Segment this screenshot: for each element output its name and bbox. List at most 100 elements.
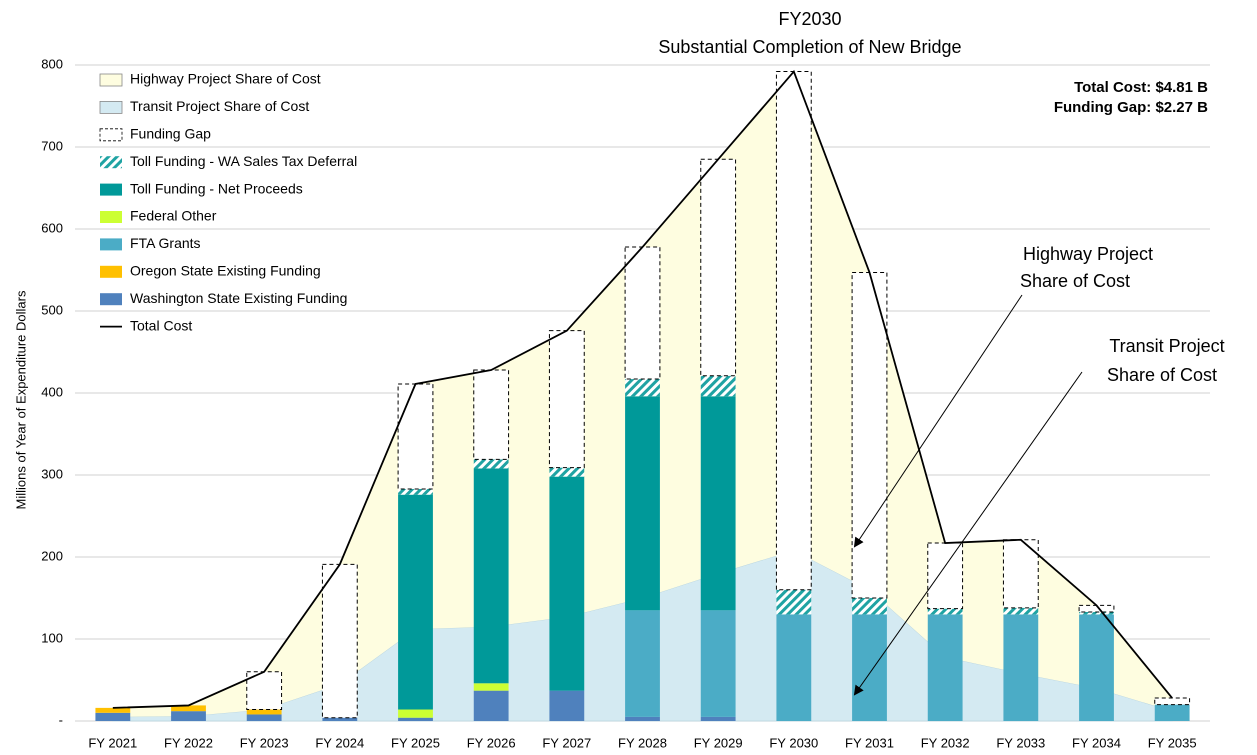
annotation: Share of Cost <box>1020 271 1130 291</box>
x-tick-label: FY 2024 <box>315 735 364 750</box>
y-tick-label: 200 <box>41 548 63 563</box>
annotation: Transit Project <box>1109 336 1224 356</box>
legend-swatch <box>100 293 122 306</box>
bar <box>851 271 888 599</box>
bar <box>549 467 585 477</box>
legend-label: Highway Project Share of Cost <box>130 71 321 87</box>
y-tick-label: 400 <box>41 384 63 399</box>
legend-label: Funding Gap <box>130 126 211 142</box>
bar <box>700 375 736 397</box>
bar <box>700 396 736 611</box>
y-tick-label: - <box>59 712 63 727</box>
legend-swatch <box>100 183 122 196</box>
bar <box>927 608 963 615</box>
x-tick-label: FY 2022 <box>164 735 213 750</box>
bar <box>171 711 206 721</box>
bar <box>625 716 660 721</box>
bar <box>246 709 282 715</box>
x-tick-label: FY 2032 <box>921 735 970 750</box>
y-tick-label: 600 <box>41 220 63 235</box>
bar <box>700 158 737 377</box>
title: FY2030 <box>778 9 841 29</box>
legend-swatch <box>100 265 122 278</box>
total-cost: Total Cost: $4.81 B <box>1074 79 1208 96</box>
bar <box>473 468 509 684</box>
x-tick-label: FY 2035 <box>1148 735 1197 750</box>
bar <box>322 717 358 721</box>
bar <box>927 542 964 610</box>
bar <box>473 683 509 691</box>
legend-label: Federal Other <box>130 208 217 224</box>
legend-swatch <box>99 128 123 142</box>
bar <box>398 709 433 718</box>
bar <box>776 589 812 615</box>
bar <box>473 369 510 460</box>
bar <box>625 379 660 397</box>
legend-swatch <box>100 238 122 251</box>
x-tick-label: FY 2031 <box>845 735 894 750</box>
arrow <box>853 371 1083 696</box>
bar <box>852 614 887 721</box>
x-tick-label: FY 2025 <box>391 735 440 750</box>
bar <box>1003 607 1039 615</box>
bar <box>398 494 433 710</box>
y-tick-label: 300 <box>41 466 63 481</box>
bar <box>548 330 585 469</box>
bar <box>852 598 887 615</box>
title: Substantial Completion of New Bridge <box>658 37 961 57</box>
annotation: Share of Cost <box>1107 365 1217 385</box>
bar <box>1154 704 1190 721</box>
legend-swatch <box>100 156 122 169</box>
bar <box>1154 697 1191 706</box>
x-tick-label: FY 2021 <box>88 735 137 750</box>
y-tick-label: 500 <box>41 302 63 317</box>
arrow <box>853 294 1023 548</box>
legend-label: Toll Funding - WA Sales Tax Deferral <box>130 153 357 169</box>
annotation: Highway Project <box>1023 244 1153 264</box>
bar <box>171 705 206 712</box>
bar <box>549 690 585 721</box>
legend-swatch <box>100 211 122 223</box>
line <box>112 69 1173 709</box>
legend-label: Washington State Existing Funding <box>130 290 347 306</box>
bar <box>549 476 585 691</box>
x-tick-label: FY 2023 <box>240 735 289 750</box>
bar <box>246 714 282 721</box>
x-tick-label: FY 2033 <box>996 735 1045 750</box>
y-tick-label: 100 <box>41 630 63 645</box>
bar <box>625 396 660 611</box>
bar <box>398 717 433 721</box>
x-tick-label: FY 2030 <box>769 735 818 750</box>
funding-gap: Funding Gap: $2.27 B <box>1054 99 1208 116</box>
bar <box>1079 614 1114 721</box>
legend-label: Oregon State Existing Funding <box>130 263 321 279</box>
bar <box>95 712 131 721</box>
legend-label: Toll Funding - Net Proceeds <box>130 180 303 196</box>
bar <box>625 610 660 717</box>
bar <box>775 71 812 591</box>
x-tick-label: FY 2029 <box>694 735 743 750</box>
legend-label: Total Cost <box>130 317 192 333</box>
x-tick-label: FY 2034 <box>1072 735 1121 750</box>
bar <box>321 563 358 719</box>
bar <box>776 614 812 721</box>
legend-swatch <box>99 73 123 87</box>
bar <box>700 610 736 717</box>
legend-label: FTA Grants <box>130 235 201 251</box>
y-tick-label: 700 <box>41 138 63 153</box>
bar <box>398 488 433 495</box>
bar <box>700 716 736 721</box>
y-tick-label: 800 <box>41 56 63 71</box>
bar <box>473 690 509 721</box>
legend-label: Transit Project Share of Cost <box>130 98 309 114</box>
bar <box>624 246 661 380</box>
x-tick-label: FY 2027 <box>542 735 591 750</box>
bar <box>1003 614 1039 721</box>
x-tick-label: FY 2026 <box>467 735 516 750</box>
legend-swatch <box>99 101 123 114</box>
bar <box>95 707 131 713</box>
bar <box>473 459 509 469</box>
y-axis-label: Millions of Year of Expenditure Dollars <box>13 290 28 509</box>
bar <box>1079 611 1114 615</box>
